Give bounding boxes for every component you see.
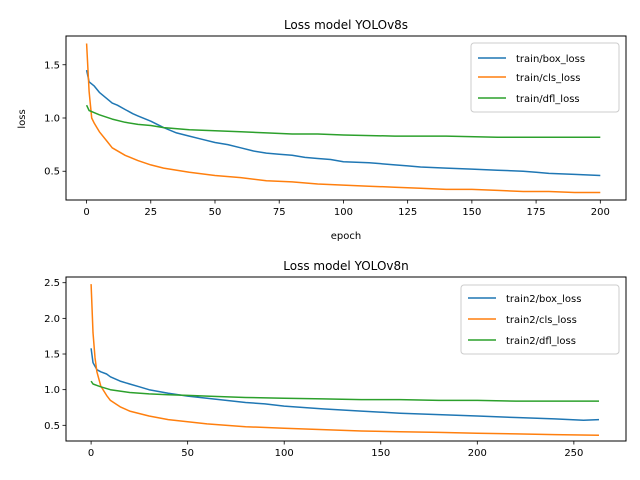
x-axis-label: epoch (331, 231, 361, 242)
chart-title: Loss model YOLOv8s (284, 18, 408, 32)
y-tick-label: 1.5 (44, 60, 60, 71)
x-tick-label: 50 (181, 448, 194, 459)
x-tick-label: 150 (462, 207, 481, 218)
series-line-train2-dfl-loss (90, 380, 599, 402)
plot-frame (65, 35, 627, 201)
series-line-train-dfl-loss (85, 104, 601, 138)
x-tick-label: 250 (564, 448, 583, 459)
legend: train/box_loss train/cls_loss train/dfl_… (470, 42, 620, 113)
x-tick-label: 175 (527, 207, 546, 218)
x-tick-label: 100 (275, 448, 294, 459)
series-line-train2-cls-loss (90, 284, 600, 437)
x-tick-label: 0 (83, 207, 89, 218)
y-tick-label: 2.5 (44, 278, 60, 289)
series-lines (90, 284, 600, 437)
y-tick-label: 1.5 (44, 350, 60, 361)
chart-panel-yolov8n: Loss model YOLOv8n 0 50 100 150 200 250 0.5 1.0… (44, 259, 627, 459)
x-tick-label: 125 (398, 207, 417, 218)
x-tick-label: 200 (591, 207, 610, 218)
x-tick-label: 100 (334, 207, 353, 218)
x-tick-label: 150 (371, 448, 390, 459)
y-tick-label: 0.5 (44, 167, 60, 178)
x-tick-label: 50 (209, 207, 222, 218)
legend-label: train2/cls_loss (506, 315, 577, 326)
legend: train2/box_loss train2/cls_loss train2/d… (460, 284, 620, 355)
y-tick-label: 2.0 (44, 314, 60, 325)
series-line-train-box-loss (85, 69, 601, 177)
y-axis-label: loss (17, 109, 28, 128)
y-tick-label: 1.0 (44, 385, 60, 396)
x-tick-label: 25 (144, 207, 157, 218)
legend-label: train/box_loss (516, 54, 585, 65)
x-tick-label: 0 (88, 448, 94, 459)
plot-frame (65, 276, 627, 442)
chart-title: Loss model YOLOv8n (283, 259, 408, 273)
legend-box (460, 284, 620, 355)
x-tick-label: 75 (273, 207, 286, 218)
x-tick-label: 200 (468, 448, 487, 459)
legend-label: train/dfl_loss (516, 94, 580, 105)
chart-panel-yolov8s: Loss model YOLOv8s loss epoch 0 25 50 75 100… (17, 18, 627, 242)
legend-box (470, 42, 620, 113)
series-lines (85, 43, 601, 194)
legend-label: train2/box_loss (506, 294, 581, 305)
legend-label: train2/dfl_loss (506, 336, 576, 347)
series-line-train2-box-loss (90, 348, 600, 422)
y-tick-label: 0.5 (44, 421, 60, 432)
series-line-train-cls-loss (85, 43, 601, 194)
y-tick-label: 1.0 (44, 114, 60, 125)
legend-label: train/cls_loss (516, 73, 580, 84)
